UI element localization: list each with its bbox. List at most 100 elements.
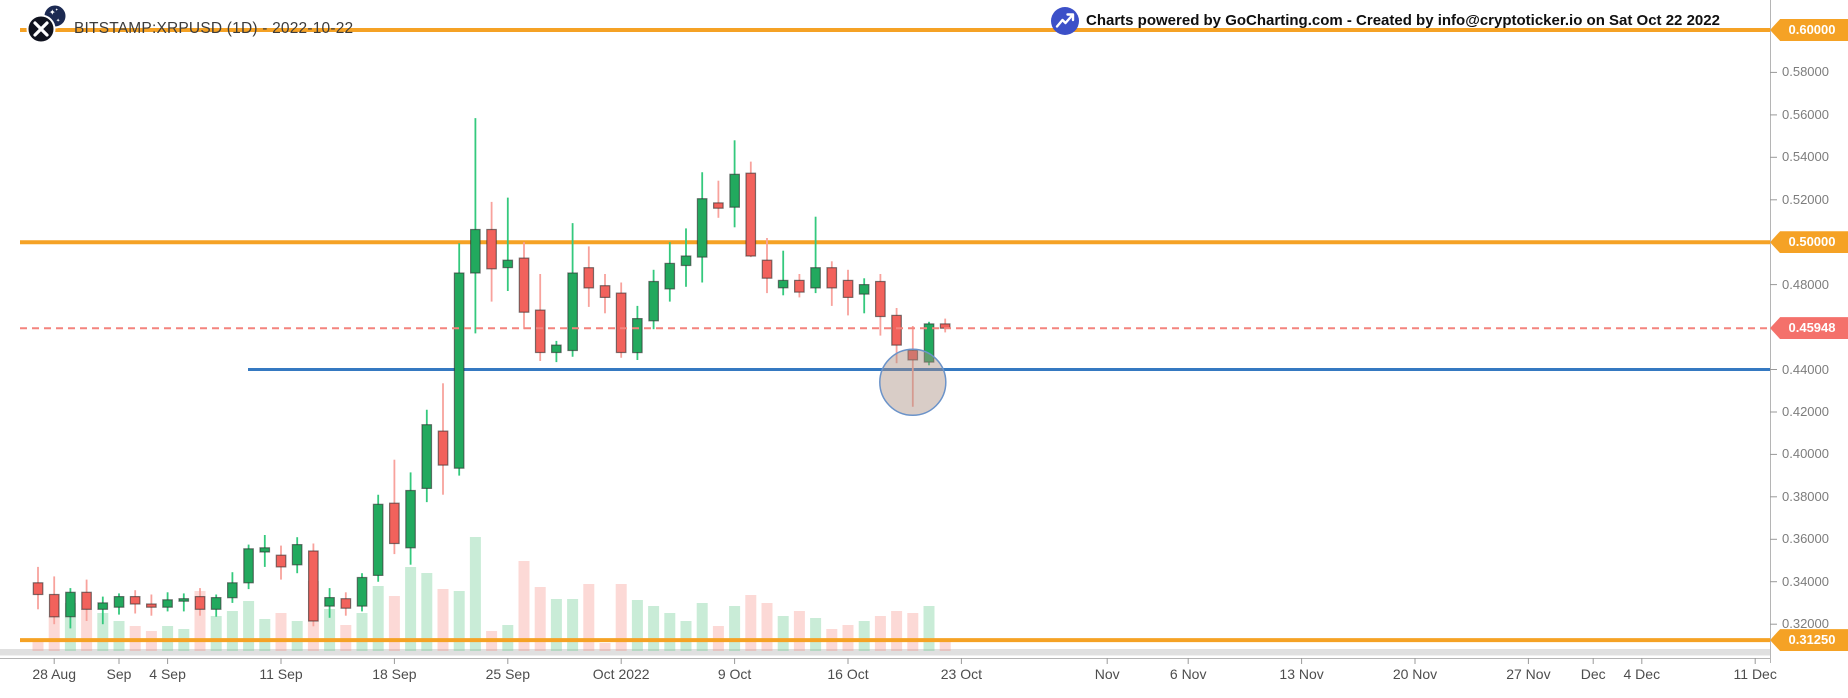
volume-bar — [210, 616, 222, 651]
x-axis-label: 16 Oct — [827, 666, 869, 682]
candle-sep-9 — [243, 544, 254, 590]
candle-oct-15 — [826, 261, 838, 306]
x-axis-label: 4 Dec — [1623, 666, 1661, 682]
volume-bar — [680, 621, 692, 651]
volume-bar — [194, 591, 206, 651]
candle-sep-27 — [534, 274, 546, 361]
volume-bar — [502, 625, 514, 651]
volume-bar — [777, 616, 789, 651]
volume-bar — [388, 596, 400, 651]
candle-oct-18 — [874, 274, 886, 336]
candle-sep-20 — [421, 409, 433, 503]
price-tag: 0.60000 — [1770, 19, 1848, 41]
volume-bar — [648, 606, 660, 651]
x-axis-label: 6 Nov — [1169, 666, 1207, 682]
volume-bar — [567, 599, 579, 651]
volume-bar — [340, 625, 352, 651]
candle-oct-4 — [648, 269, 660, 330]
volume-bar — [437, 589, 449, 651]
candle-oct-12 — [777, 250, 789, 296]
candle-oct-20 — [907, 326, 919, 407]
candle-sep-21 — [437, 383, 449, 495]
volume-bar — [842, 625, 854, 651]
candle-sep-12 — [291, 537, 303, 574]
volume-bar — [550, 599, 562, 651]
candle-oct-7 — [696, 172, 708, 283]
volume-bar — [696, 603, 708, 651]
y-axis-label: 0.38000 — [1782, 488, 1829, 504]
candle-oct-22 — [939, 318, 951, 333]
candle-sep-15 — [340, 592, 352, 616]
volume-bar — [453, 591, 465, 651]
candle-oct-9 — [729, 140, 741, 228]
volume-bar — [631, 600, 643, 651]
y-axis-label: 0.32000 — [1782, 616, 1829, 632]
candle-oct-16 — [842, 269, 854, 316]
candle-sep-14 — [324, 588, 335, 618]
volume-bar — [275, 613, 287, 651]
candle-sep-26 — [518, 242, 530, 330]
xrp-coin-logo: ✦ ✦ ✦ — [26, 3, 68, 44]
candle-sep-29 — [567, 223, 579, 357]
x-axis-label: 13 Nov — [1279, 666, 1324, 682]
x-axis-label: 28 Aug — [32, 666, 76, 682]
candle-sep-25 — [502, 197, 514, 291]
candle-aug-27 — [32, 566, 44, 610]
volume-bar — [97, 613, 109, 651]
volume-bar — [761, 603, 773, 651]
x-axis-label: Dec — [1580, 666, 1606, 682]
volume-bar — [729, 606, 741, 651]
candle-aug-31 — [97, 596, 109, 625]
x-axis-label: 18 Sep — [372, 666, 417, 682]
volume-bar — [226, 611, 238, 651]
candle-oct-11 — [761, 238, 773, 294]
y-axis-label: 0.36000 — [1782, 531, 1829, 547]
candle-sep-1 — [113, 593, 125, 615]
svg-text:✦: ✦ — [56, 18, 60, 24]
zoom-strip[interactable] — [0, 649, 1770, 656]
y-axis-label: 0.48000 — [1782, 276, 1829, 292]
x-axis-label: 25 Sep — [485, 666, 530, 682]
volume-bar — [356, 613, 368, 651]
volume-bar — [469, 537, 481, 651]
candle-oct-8 — [712, 180, 724, 218]
volume-bar — [259, 619, 271, 651]
volume-bar — [907, 613, 919, 651]
volume-bar — [113, 621, 125, 651]
x-axis-label: 4 Sep — [149, 666, 186, 682]
volume-bar — [891, 611, 903, 651]
volume-bar — [793, 611, 805, 651]
volume-bar — [518, 561, 530, 651]
candle-sep-10 — [259, 535, 271, 567]
volume-bar — [583, 584, 595, 651]
candle-sep-18 — [389, 459, 400, 555]
price-tag: 0.50000 — [1770, 231, 1848, 254]
candle-sep-17 — [372, 494, 384, 582]
highlight-circle-annotation[interactable] — [879, 348, 947, 417]
candle-sep-5 — [178, 593, 190, 612]
candle-sep-19 — [405, 472, 416, 565]
candle-aug-29 — [65, 588, 76, 629]
candle-sep-28 — [550, 340, 562, 363]
x-axis-label: 9 Oct — [717, 666, 752, 682]
candle-sep-11 — [275, 545, 287, 580]
symbol-title: BITSTAMP:XRPUSD (1D) - 2022-10-22 — [74, 20, 354, 37]
candle-sep-8 — [227, 572, 238, 603]
y-axis-label: 0.42000 — [1782, 403, 1829, 419]
candle-sep-6 — [194, 588, 206, 616]
volume-bar — [534, 587, 546, 651]
y-axis-label: 0.34000 — [1782, 573, 1829, 589]
volume-bar — [324, 609, 336, 651]
candle-sep-24 — [486, 201, 497, 302]
candle-oct-3 — [631, 305, 643, 360]
candle-oct-17 — [858, 278, 870, 314]
candle-oct-6 — [680, 228, 692, 287]
volume-bar — [615, 584, 627, 651]
y-axis-label: 0.56000 — [1782, 106, 1829, 122]
volume-bar — [372, 586, 384, 651]
volume-bar — [81, 609, 93, 651]
svg-text:✦: ✦ — [55, 7, 59, 12]
volume-bar — [421, 573, 433, 651]
